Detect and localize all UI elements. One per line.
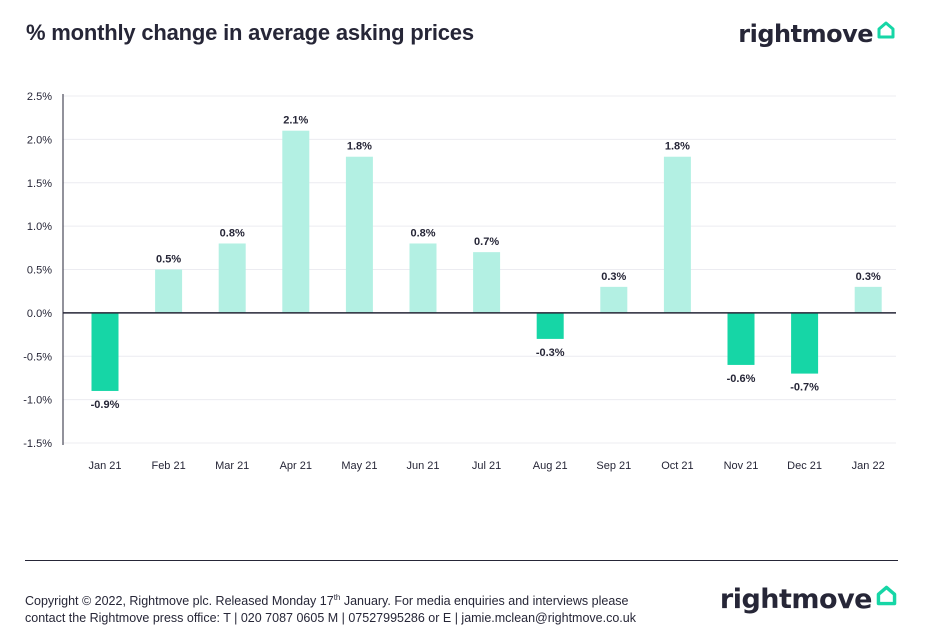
copyright-text: Copyright © 2022, Rightmove plc. Release… [25,593,636,626]
bar [282,130,310,313]
x-tick-label: May 21 [341,460,377,472]
y-tick-label: 2.5% [27,91,52,103]
data-label: 1.8% [665,141,690,153]
bar [218,243,246,313]
x-tick-label: Jun 21 [406,460,439,472]
data-label: -0.6% [727,373,756,385]
y-tick-label: 1.0% [27,221,52,233]
rightmove-logo: rightmove [738,20,896,48]
house-icon [877,21,895,39]
x-tick-label: Jan 21 [88,460,121,472]
footer-divider [25,560,898,561]
bar [727,312,755,365]
data-label: 0.3% [601,271,626,283]
data-label: -0.9% [91,399,120,411]
x-tick-label: Jul 21 [472,460,501,472]
data-label: 2.1% [283,115,308,127]
data-label: 0.7% [474,236,499,248]
x-tick-label: Oct 21 [661,460,693,472]
bar [791,312,819,374]
y-tick-label: -1.0% [23,395,52,407]
bar [409,243,437,313]
data-label: 0.5% [156,254,181,266]
y-tick-label: -0.5% [23,351,52,363]
bar [345,156,373,313]
x-tick-label: Apr 21 [280,460,312,472]
bar [91,312,119,391]
data-label: -0.7% [790,382,819,394]
bar [600,286,628,313]
data-label: -0.3% [536,347,565,359]
y-tick-label: 0.0% [27,308,52,320]
x-tick-label: Mar 21 [215,460,249,472]
logo-text: rightmove [738,20,873,48]
y-tick-label: 2.0% [27,134,52,146]
y-tick-label: 1.5% [27,178,52,190]
data-label: 0.8% [220,227,245,239]
x-tick-label: Sep 21 [596,460,631,472]
data-label: 0.3% [856,271,881,283]
x-tick-label: Aug 21 [533,460,568,472]
logo-text-footer: rightmove [719,584,873,615]
x-tick-label: Feb 21 [151,460,185,472]
data-label: 1.8% [347,141,372,153]
house-icon [876,585,897,606]
y-tick-label: 0.5% [27,265,52,277]
bar-chart: 2.5% 2.0% 1.5% 1.0% 0.5% 0.0% -0.5% -1.0% -1.5% -… [23,91,896,472]
x-tick-label: Jan 22 [852,460,885,472]
bar [155,269,183,313]
bar [854,286,882,313]
bar [536,312,564,339]
x-tick-label: Dec 21 [787,460,822,472]
chart-title: % monthly change in average asking price… [26,20,474,45]
bar [663,156,691,313]
x-tick-label: Nov 21 [724,460,759,472]
y-tick-label: -1.5% [23,438,52,450]
data-label: 0.8% [410,227,435,239]
rightmove-logo-footer: rightmove [720,584,898,615]
bar [473,252,501,313]
